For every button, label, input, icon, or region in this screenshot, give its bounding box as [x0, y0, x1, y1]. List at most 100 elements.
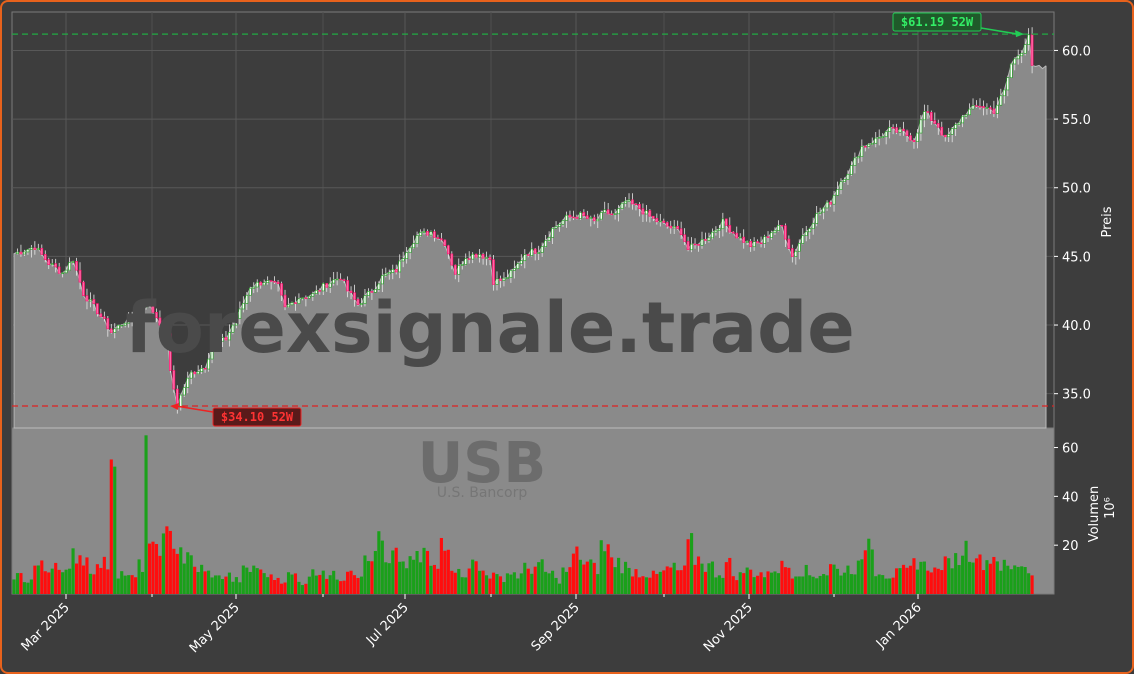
candle-body [513, 268, 516, 271]
candle-body [975, 105, 978, 107]
candle-body [405, 252, 408, 259]
candle-body [700, 239, 704, 246]
candle-body [238, 308, 242, 319]
candle-body [450, 253, 454, 266]
candle-body [926, 111, 930, 113]
volume-bar [335, 579, 339, 594]
volume-bar [568, 567, 572, 594]
volume-bar [860, 559, 864, 594]
candle-body [718, 228, 721, 231]
candle-body [75, 261, 78, 271]
candle-body [846, 173, 850, 180]
candle-body [818, 211, 822, 214]
price-tick-label: 50.0 [1062, 182, 1091, 197]
candle-body [863, 145, 867, 148]
volume-bar [248, 571, 252, 594]
volume-bar [707, 563, 711, 594]
candle-body [443, 239, 447, 246]
candle-body [116, 324, 120, 330]
candle-body [797, 243, 801, 252]
volume-bar [884, 578, 888, 594]
candle-body [346, 280, 349, 292]
volume-bar [582, 564, 586, 594]
candle-body [857, 156, 860, 159]
candle-body [738, 236, 742, 239]
volume-bar [964, 540, 968, 594]
candle-body [169, 333, 172, 371]
candle-body [92, 299, 96, 304]
candle-body [165, 323, 169, 334]
candle-body [453, 264, 457, 275]
volume-bar [220, 579, 225, 594]
volume-bar [985, 560, 989, 594]
volume-bar [172, 548, 176, 594]
candle-body [568, 214, 572, 218]
volume-bar [787, 567, 791, 594]
volume-bar [822, 574, 826, 594]
candle-body [50, 263, 54, 266]
volume-bar [714, 577, 718, 594]
candlesticks [16, 27, 1034, 414]
candle-body [367, 291, 370, 296]
candle-body [276, 281, 280, 284]
volume-bar [547, 573, 551, 594]
volume-bar [19, 573, 23, 594]
candle-body [676, 225, 680, 230]
candle-body [429, 231, 433, 236]
volume-bar [78, 555, 82, 594]
candle-body [658, 220, 662, 223]
candle-body [756, 241, 759, 244]
candle-body [325, 283, 329, 288]
volume-bar [1009, 569, 1013, 594]
candle-body [912, 139, 916, 142]
volume-bar [418, 562, 423, 594]
low-52w-label: $34.10 52W [221, 410, 294, 424]
candle-body [335, 278, 339, 281]
candle-body [801, 235, 805, 244]
volume-bar [610, 557, 614, 594]
volume-bar [168, 530, 172, 594]
candle-body [954, 124, 957, 129]
candle-body [471, 253, 475, 260]
candle-body [467, 258, 471, 260]
candle-body [259, 281, 263, 286]
candle-body [787, 238, 791, 249]
volume-bar [988, 563, 992, 594]
volume-bar [655, 573, 659, 594]
candle-body [829, 201, 832, 205]
candle-body [592, 217, 596, 222]
candle-body [447, 245, 450, 255]
candle-body [151, 303, 155, 313]
volume-bar [870, 549, 874, 594]
candle-body [957, 122, 961, 125]
volume-bar [50, 568, 54, 594]
volume-bar [554, 577, 558, 594]
candle-body [620, 202, 624, 209]
candle-body [214, 342, 217, 347]
candle-body [526, 254, 530, 256]
candle-body [85, 295, 89, 302]
candle-body [394, 268, 398, 273]
volume-bar [818, 575, 822, 594]
volume-bar [926, 570, 930, 594]
volume-bar [120, 571, 124, 594]
volume-bar [474, 561, 478, 594]
volume-bar [43, 571, 47, 594]
volume-bar [273, 579, 277, 594]
candle-body [1002, 89, 1006, 97]
candle-body [235, 318, 238, 326]
volume-bar [64, 569, 68, 594]
volume-tick-label: 60 [1062, 442, 1079, 457]
price-axis-label: Preis [1100, 206, 1115, 237]
volume-bar [703, 571, 708, 594]
x-tick-label: Nov 2025 [701, 600, 756, 655]
volume-bar [947, 558, 951, 594]
candle-body [408, 247, 412, 253]
volume-bar [26, 582, 30, 594]
candle-body [665, 222, 669, 227]
volume-bar [623, 561, 628, 594]
volume-bar [436, 568, 440, 594]
volume-bar [366, 561, 370, 594]
candle-body [916, 132, 919, 142]
volume-bar [922, 561, 926, 594]
